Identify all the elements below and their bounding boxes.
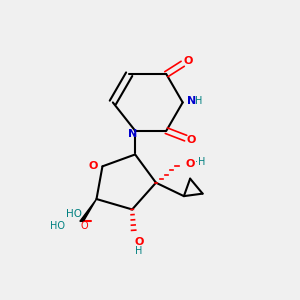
Text: H: H: [135, 246, 143, 256]
Text: N: N: [187, 96, 196, 106]
Text: HO: HO: [50, 221, 65, 231]
Text: H: H: [195, 96, 203, 106]
Text: O: O: [185, 159, 194, 169]
Text: O: O: [80, 221, 88, 231]
Text: ·H: ·H: [195, 157, 205, 167]
Text: O: O: [134, 237, 144, 247]
Text: O: O: [184, 56, 193, 66]
Text: O: O: [187, 135, 196, 145]
Text: O: O: [88, 161, 98, 171]
Polygon shape: [80, 199, 97, 221]
Text: N: N: [128, 129, 137, 139]
Text: HO: HO: [66, 209, 82, 219]
